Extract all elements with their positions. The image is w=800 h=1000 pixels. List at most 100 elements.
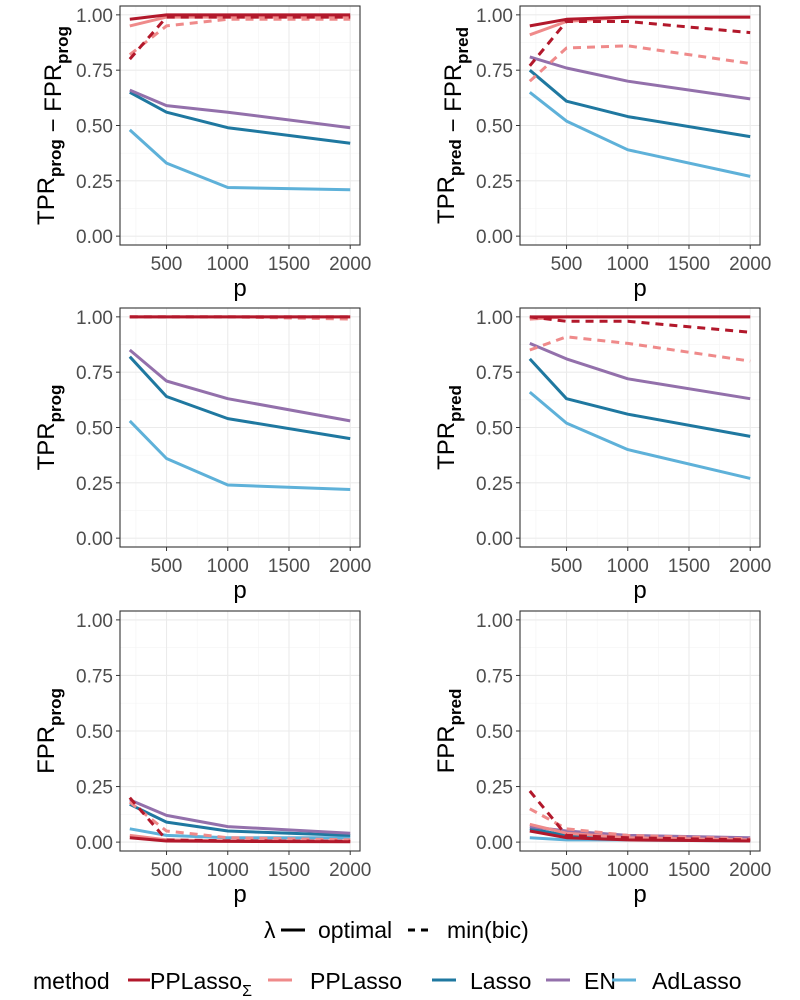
legend-method-label-main: PPLasso xyxy=(150,968,242,994)
y-axis-title-subscript: pred xyxy=(446,139,465,176)
legend-method-label: EN xyxy=(584,968,616,994)
legend-method-title: method xyxy=(33,968,110,994)
y-axis-title: TPRpred − FPRpred xyxy=(433,27,472,224)
y-tick-label: 0.00 xyxy=(476,529,513,550)
series-line-pplasso-dashed xyxy=(128,17,351,56)
y-tick-label: 1.00 xyxy=(76,6,113,27)
y-axis-title-main: FPR xyxy=(433,725,460,773)
y-tick-label: 0.00 xyxy=(76,227,113,248)
y-tick-label: 0.75 xyxy=(76,363,113,384)
y-tick-label: 0.25 xyxy=(476,474,513,495)
y-tick-label: 0.50 xyxy=(76,117,113,138)
x-axis-title: p xyxy=(233,275,246,302)
panel-fpr-prog: 0.00 0.25 0.50 0.75 1.00 500 1000 1500 2000 p FPRp… xyxy=(33,610,371,908)
x-tick-label: 1500 xyxy=(668,860,710,881)
y-tick-label: 1.00 xyxy=(476,611,513,632)
y-tick-label: 0.25 xyxy=(76,778,113,799)
y-tick-label: 0.25 xyxy=(76,172,113,193)
x-tick-label: 1500 xyxy=(268,254,310,275)
y-tick-label: 0.50 xyxy=(476,419,513,440)
series-line-pplassosigma-solid xyxy=(129,13,351,21)
legend-method-label: PPLasso xyxy=(310,968,402,994)
series-line-pplassosigma-dashed xyxy=(529,315,751,334)
y-axis-title: FPRpred xyxy=(433,689,465,774)
series-line-lasso-solid xyxy=(129,802,351,837)
y-tick-label: 0.00 xyxy=(76,833,113,854)
series-line-pplasso-dashed xyxy=(528,44,751,83)
y-axis-title: TPRprog xyxy=(33,385,65,471)
series-line-en-solid xyxy=(529,342,751,401)
x-tick-label: 2000 xyxy=(729,254,771,275)
x-tick-label: 2000 xyxy=(329,860,371,881)
legend-method-label: Lasso xyxy=(470,968,531,994)
y-axis-title-subscript: pred xyxy=(446,385,465,422)
y-tick-label: 0.75 xyxy=(476,61,513,82)
y-tick-label: 0.25 xyxy=(476,172,513,193)
y-tick-label: 0.25 xyxy=(476,778,513,799)
y-tick-label: 0.75 xyxy=(476,666,513,687)
x-tick-label: 2000 xyxy=(729,860,771,881)
y-axis-title-minus: − xyxy=(40,112,67,139)
x-tick-label: 1000 xyxy=(607,860,649,881)
y-tick-label: 0.00 xyxy=(476,833,513,854)
series-line-en-solid xyxy=(529,55,751,101)
y-axis-title-main: TPR xyxy=(433,176,460,224)
y-tick-label: 0.25 xyxy=(76,474,113,495)
series-line-adlasso-solid xyxy=(128,419,351,491)
panel-tpr-pred: 0.00 0.25 0.50 0.75 1.00 500 1000 1500 2000 p TPRp… xyxy=(433,307,771,604)
y-tick-label: 0.75 xyxy=(76,666,113,687)
legend-lambda-label: min(bic) xyxy=(447,917,529,943)
x-tick-label: 500 xyxy=(151,254,183,275)
y-tick-label: 0.75 xyxy=(76,61,113,82)
y-axis-title-main: FPR xyxy=(440,64,467,112)
y-axis-title: TPRprog − FPRprog xyxy=(33,26,72,225)
y-axis-title-main: TPR xyxy=(33,422,60,470)
x-axis-title: p xyxy=(233,577,246,604)
x-tick-label: 500 xyxy=(151,556,183,577)
y-tick-label: 1.00 xyxy=(476,308,513,329)
x-tick-label: 1000 xyxy=(207,556,249,577)
y-tick-label: 0.50 xyxy=(76,722,113,743)
legend-method-label: AdLasso xyxy=(652,968,742,994)
y-tick-label: 0.50 xyxy=(476,722,513,743)
series-line-en-solid xyxy=(129,798,351,835)
series-line-pplasso-dashed xyxy=(128,800,351,842)
series-line-en-solid xyxy=(128,348,351,423)
legend-method-label-subscript: Σ xyxy=(242,983,252,1000)
y-tick-label: 0.00 xyxy=(76,529,113,550)
y-axis-title: TPRpred xyxy=(433,385,465,470)
series-line-pplasso-dashed xyxy=(529,807,751,841)
series-line-lasso-solid xyxy=(128,355,351,441)
y-axis-title-main: TPR xyxy=(33,177,60,225)
series-line-lasso-solid xyxy=(528,357,751,438)
series-line-pplassosigma-dashed xyxy=(528,790,751,842)
legend-lambda-title: λ xyxy=(264,917,276,943)
series-line-adlasso-solid xyxy=(128,128,351,192)
panel-fpr-pred: 0.00 0.25 0.50 0.75 1.00 500 1000 1500 2000 p FPRp… xyxy=(433,610,771,908)
legend: λ optimal min(bic)method PPLassoΣ PPLasso Las… xyxy=(33,917,742,1000)
series-line-pplassosigma-dashed xyxy=(128,796,351,843)
x-tick-label: 1500 xyxy=(268,860,310,881)
y-tick-label: 0.50 xyxy=(476,117,513,138)
x-axis-title: p xyxy=(633,275,646,302)
y-tick-label: 0.00 xyxy=(476,227,513,248)
x-tick-label: 500 xyxy=(151,860,183,881)
series-line-pplasso-dashed xyxy=(529,335,751,363)
x-tick-label: 1000 xyxy=(607,254,649,275)
x-tick-label: 1500 xyxy=(668,254,710,275)
legend-method-label-main: AdLasso xyxy=(652,968,742,994)
panel-tpr-prog: 0.00 0.25 0.50 0.75 1.00 500 1000 1500 2000 p TPRp… xyxy=(33,307,371,604)
legend-method-label-main: PPLasso xyxy=(310,968,402,994)
x-tick-label: 1000 xyxy=(607,556,649,577)
legend-method-label: PPLassoΣ xyxy=(150,968,252,1000)
x-tick-label: 2000 xyxy=(329,254,371,275)
series-line-pplassosigma-dashed xyxy=(528,20,751,67)
x-tick-label: 1500 xyxy=(268,556,310,577)
y-axis-title-main: TPR xyxy=(433,422,460,470)
x-tick-label: 500 xyxy=(551,254,583,275)
series-line-adlasso-solid xyxy=(528,91,751,178)
legend-lambda-label: optimal xyxy=(318,917,392,943)
